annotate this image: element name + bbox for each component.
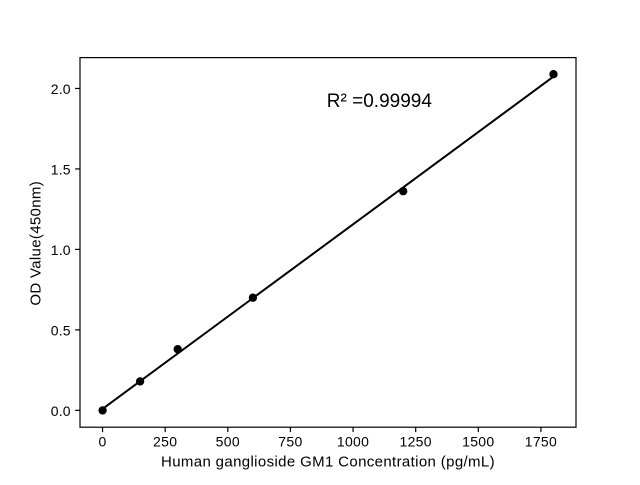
svg-text:0.5: 0.5 (51, 322, 71, 338)
svg-text:1000: 1000 (337, 434, 369, 450)
svg-text:OD Value(450nm): OD Value(450nm) (28, 181, 45, 306)
svg-text:250: 250 (153, 434, 177, 450)
svg-text:R² =0.99994: R² =0.99994 (327, 91, 433, 112)
svg-text:750: 750 (278, 434, 302, 450)
svg-text:1750: 1750 (525, 434, 557, 450)
svg-text:Human ganglioside GM1 Concentr: Human ganglioside GM1 Concentration (pg/… (161, 453, 495, 470)
svg-text:1250: 1250 (400, 434, 432, 450)
svg-text:1500: 1500 (462, 434, 494, 450)
svg-text:0.0: 0.0 (51, 403, 71, 419)
svg-text:1.0: 1.0 (51, 242, 71, 258)
svg-text:2.0: 2.0 (51, 81, 71, 97)
svg-text:1.5: 1.5 (51, 162, 71, 178)
svg-text:500: 500 (216, 434, 240, 450)
svg-text:0: 0 (99, 434, 107, 450)
